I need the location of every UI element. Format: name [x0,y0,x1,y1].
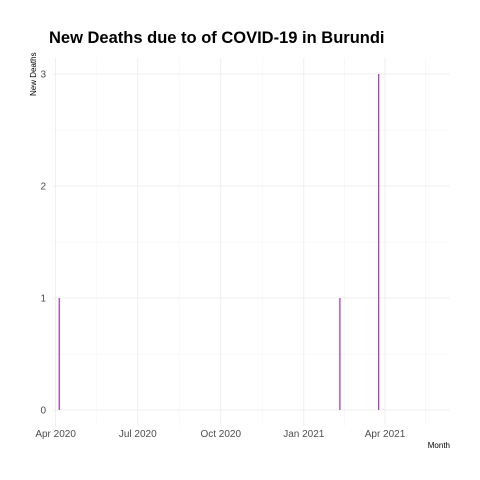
x-tick-label: Oct 2020 [200,429,241,440]
x-tick-label: Jul 2020 [119,429,157,440]
grid [52,58,450,426]
y-tick-label: 3 [40,70,46,81]
x-tick-label: Apr 2021 [365,429,406,440]
x-tick-label: Jan 2021 [283,429,325,440]
y-axis-label: New Deaths [29,52,38,96]
chart-title: New Deaths due to of COVID-19 in Burundi [49,29,385,47]
bars [58,74,380,410]
y-tick-label: 1 [40,294,46,305]
y-tick-label: 2 [40,182,46,193]
tick-labels: Apr 2020 Jul 2020 Oct 2020 Jan 2021 Apr 2021… [35,70,405,441]
x-axis-label: Month [428,441,450,450]
x-tick-label: Apr 2020 [35,429,76,440]
y-tick-label: 0 [40,406,46,417]
